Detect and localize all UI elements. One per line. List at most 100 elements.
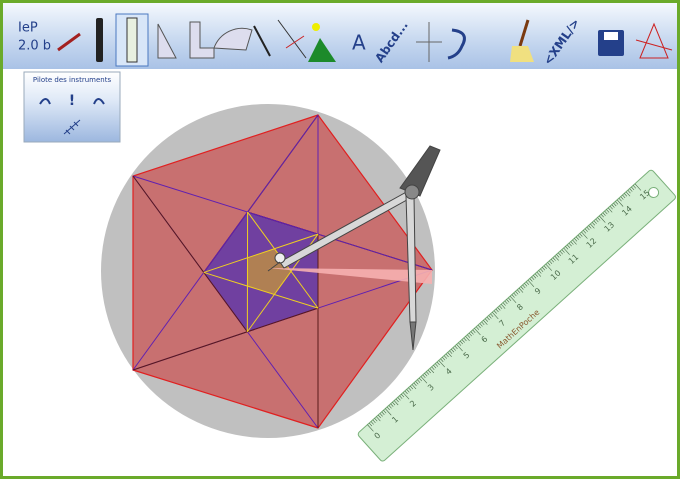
ruler-tick bbox=[488, 315, 492, 319]
ruler-tick bbox=[374, 418, 378, 422]
app-name: IeP bbox=[18, 21, 38, 36]
ruler-tick bbox=[565, 246, 569, 250]
ruler-tick bbox=[408, 387, 412, 391]
ruler-tick bbox=[602, 212, 606, 216]
ruler-tick bbox=[615, 201, 619, 205]
ruler-tick bbox=[561, 249, 565, 253]
ruler-tick bbox=[616, 199, 624, 207]
ruler-number: 5 bbox=[462, 350, 472, 360]
ruler-tick bbox=[611, 204, 615, 208]
ruler-tick bbox=[434, 363, 439, 367]
ruler-tick bbox=[468, 332, 472, 337]
ruler-tick bbox=[486, 316, 490, 321]
ruler-tick bbox=[504, 300, 508, 305]
ruler-tick bbox=[420, 376, 428, 384]
ruler-tick bbox=[508, 297, 512, 301]
ruler-button[interactable] bbox=[63, 119, 81, 135]
ruler-tick bbox=[579, 233, 583, 237]
ruler-tick bbox=[406, 389, 410, 393]
diagonal bbox=[132, 114, 319, 371]
ruler-tick bbox=[493, 310, 497, 314]
ruler-tick bbox=[531, 276, 535, 281]
ruler-tick bbox=[577, 234, 581, 239]
ruler-tick bbox=[454, 345, 458, 350]
ruler-tick bbox=[395, 398, 399, 403]
ruler-tick bbox=[622, 194, 626, 199]
ruler-tick bbox=[427, 369, 431, 374]
arc-sector bbox=[268, 268, 432, 284]
ruler-tick bbox=[527, 279, 535, 287]
ruler-tick bbox=[545, 263, 553, 271]
ruler-tick bbox=[511, 294, 515, 298]
ruler-number: 8 bbox=[515, 302, 525, 312]
ruler-tick bbox=[631, 186, 635, 191]
undo-button[interactable] bbox=[39, 98, 51, 105]
ruler-tick bbox=[417, 379, 421, 383]
ruler-tick bbox=[590, 223, 595, 229]
ruler-tick bbox=[470, 331, 474, 335]
ruler-tick bbox=[463, 337, 467, 342]
ruler-tick bbox=[429, 368, 435, 374]
ruler-tick bbox=[452, 347, 456, 351]
ruler-tick bbox=[443, 355, 447, 359]
ruler-tick bbox=[372, 419, 376, 423]
ruler-tick bbox=[574, 238, 578, 242]
ruler-tick bbox=[536, 271, 542, 277]
ruler-number: 0 bbox=[373, 431, 383, 441]
ruler-tick bbox=[522, 284, 526, 289]
ruler-tick bbox=[534, 273, 538, 277]
ruler-tick bbox=[543, 265, 547, 269]
ruler-tick bbox=[538, 270, 542, 274]
ruler-tick bbox=[584, 228, 588, 232]
ruler-tick bbox=[426, 371, 430, 375]
ruler-tick bbox=[559, 250, 563, 255]
ruler-tick bbox=[588, 225, 592, 229]
ruler-tick bbox=[456, 344, 463, 352]
ruler-tick bbox=[376, 416, 381, 422]
ruler-tick bbox=[627, 189, 631, 194]
ruler-tick bbox=[385, 408, 392, 416]
ruler-tick bbox=[509, 295, 517, 304]
ruler-tick bbox=[540, 268, 544, 273]
ruler-tick bbox=[459, 340, 464, 345]
ruler-tick bbox=[484, 318, 489, 322]
ruler-tick bbox=[506, 299, 510, 303]
ruler-tick bbox=[502, 302, 506, 306]
ruler-tick bbox=[634, 183, 642, 191]
ruler-tick bbox=[402, 392, 410, 400]
ruler-tick bbox=[550, 259, 555, 263]
ruler-tick bbox=[609, 206, 613, 210]
ruler-tick bbox=[411, 384, 417, 390]
app-version: 2.0 b bbox=[18, 39, 51, 54]
ruler-tick bbox=[516, 289, 521, 293]
ruler-tick bbox=[447, 352, 452, 358]
toolbar bbox=[3, 3, 677, 69]
ruler-tick bbox=[492, 312, 499, 320]
ruler-tick bbox=[575, 236, 579, 240]
ruler-tick bbox=[477, 324, 481, 329]
ruler-tick bbox=[401, 393, 405, 398]
ruler-tick bbox=[568, 242, 572, 247]
pilot-panel: Pilote des instruments ! bbox=[23, 71, 121, 143]
text-tool[interactable]: A bbox=[352, 31, 366, 55]
ruler-tick bbox=[495, 308, 499, 313]
reset-button[interactable]: ! bbox=[69, 93, 75, 109]
ruler-tick bbox=[479, 323, 483, 327]
ruler-tick bbox=[600, 214, 604, 218]
ruler-tick bbox=[595, 218, 599, 223]
ruler-tick bbox=[461, 339, 465, 343]
diagonal bbox=[132, 175, 433, 271]
redo-button[interactable] bbox=[93, 98, 105, 105]
ruler-number: 1 bbox=[390, 415, 400, 425]
ruler-tick bbox=[438, 360, 445, 368]
ruler-tick bbox=[368, 422, 373, 427]
ruler-tick bbox=[383, 409, 387, 414]
ruler-number: 2 bbox=[408, 399, 418, 409]
ruler-tick bbox=[599, 215, 606, 223]
ruler-tick bbox=[381, 411, 385, 415]
ruler-tick bbox=[422, 374, 426, 379]
ruler-tick bbox=[451, 348, 455, 353]
ruler-tick bbox=[554, 255, 559, 261]
ruler-tick bbox=[572, 239, 577, 245]
